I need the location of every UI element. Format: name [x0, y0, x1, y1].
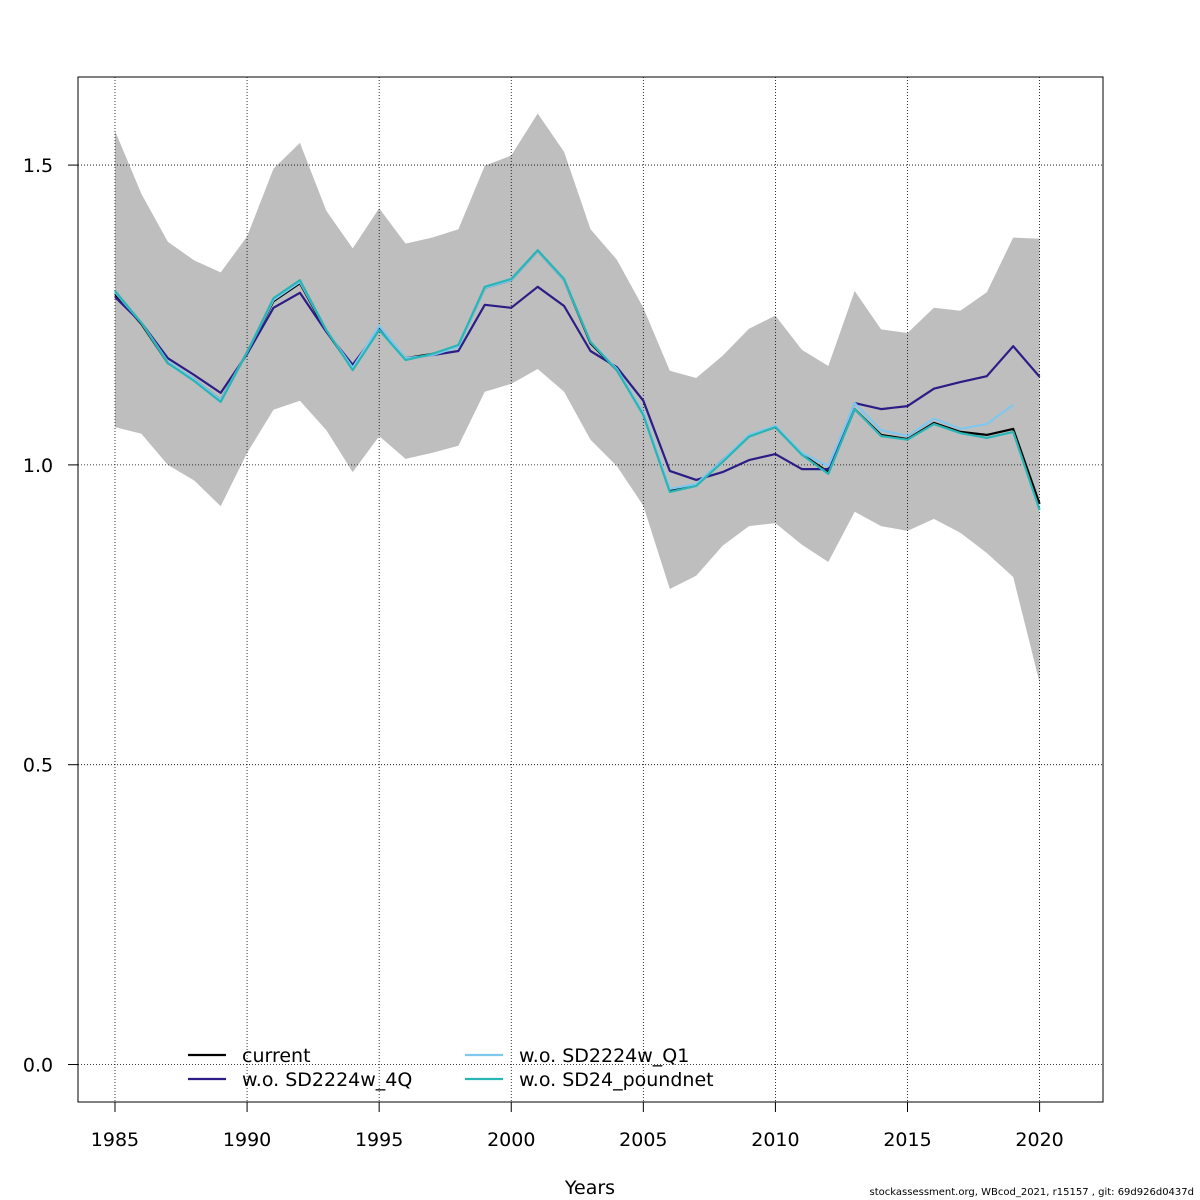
x-tick-label: 2000 [487, 1129, 535, 1151]
x-axis: 1985 1990 1995 2000 2005 2010 2015 2020 [91, 1102, 1064, 1151]
confidence-band [115, 113, 1040, 683]
y-tick-label: 0.5 [23, 755, 53, 777]
legend-label-2: w.o. SD2224w_4Q [242, 1069, 412, 1091]
legend-label-3: w.o. SD2224w_Q1 [519, 1045, 689, 1067]
confidence-band-area [115, 113, 1040, 683]
x-tick-label: 2020 [1015, 1129, 1063, 1151]
plot-frame [77, 76, 1104, 1103]
x-tick-label: 1985 [91, 1129, 139, 1151]
footnote: stockassessment.org, WBcod_2021, r15157 … [869, 1187, 1194, 1198]
series-line-4 [114, 249, 1041, 511]
x-tick-label: 2015 [883, 1129, 931, 1151]
x-tick-label: 1990 [223, 1129, 271, 1151]
series-line-2 [114, 285, 1041, 481]
legend-label-4: w.o. SD24_poundnet [519, 1069, 714, 1091]
legend-label-1: current [242, 1045, 311, 1067]
x-tick-label: 2005 [619, 1129, 667, 1151]
y-tick-label: 1.5 [23, 155, 53, 177]
x-tick-label: 1995 [355, 1129, 403, 1151]
x-tick-label: 2010 [751, 1129, 799, 1151]
x-axis-title: Years [564, 1177, 615, 1199]
y-tick-label: 0.0 [23, 1055, 53, 1077]
y-tick-label: 1.0 [23, 455, 53, 477]
y-axis: 0.0 0.5 1.0 1.5 [23, 155, 78, 1077]
series-lines [114, 249, 1041, 511]
